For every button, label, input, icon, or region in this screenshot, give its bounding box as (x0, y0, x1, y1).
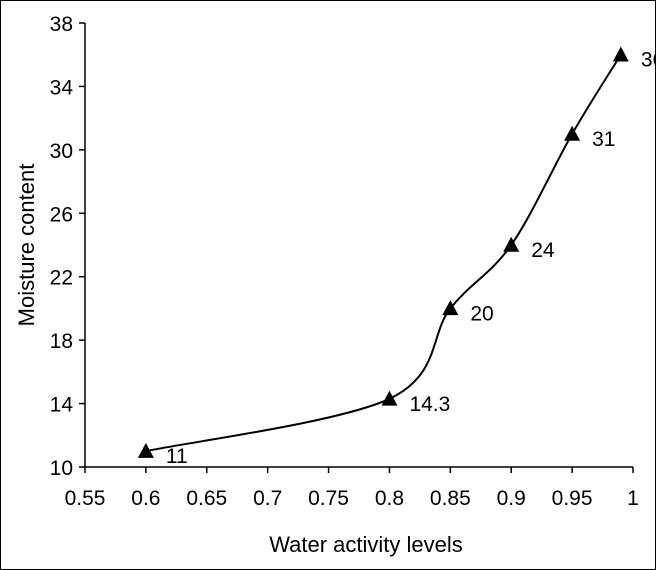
x-axis-title: Water activity levels (269, 532, 463, 557)
y-tick-label: 30 (50, 140, 73, 163)
data-label: 20 (470, 302, 493, 325)
axes (84, 23, 633, 468)
y-tick-label: 10 (50, 457, 73, 480)
data-point-marker (442, 300, 459, 316)
series-markers (137, 46, 629, 458)
y-tick-label: 22 (50, 267, 73, 290)
data-point-marker (612, 46, 629, 62)
x-tick-label: 0.7 (253, 487, 282, 510)
x-tick-label: 0.75 (308, 487, 349, 510)
y-tick-label: 34 (50, 76, 74, 99)
data-labels: 11 14.3 20 24 31 36 (166, 49, 655, 468)
y-tick-label: 18 (50, 330, 73, 353)
x-tick-label: 0.9 (497, 487, 526, 510)
x-ticks: 0.55 0.6 0.65 0.7 0.75 0.8 0.85 0.9 0.95 1 (65, 467, 639, 510)
data-label: 14.3 (409, 393, 450, 416)
x-tick-label: 0.6 (131, 487, 160, 510)
y-axis-title: Moisture content (14, 164, 39, 327)
y-tick-label: 26 (50, 203, 73, 226)
x-tick-label: 0.8 (375, 487, 404, 510)
x-tick-label: 0.65 (186, 487, 227, 510)
data-point-marker (503, 236, 520, 252)
data-label: 31 (592, 128, 615, 151)
data-point-marker (381, 390, 398, 406)
data-label: 11 (166, 445, 188, 468)
data-label: 24 (531, 239, 555, 262)
y-ticks: 10 14 18 22 26 30 34 38 (50, 13, 85, 480)
y-tick-label: 14 (50, 394, 74, 417)
data-point-marker (564, 125, 581, 141)
x-tick-label: 0.55 (65, 487, 106, 510)
x-tick-label: 1 (627, 487, 639, 510)
y-tick-label: 38 (50, 13, 73, 36)
x-tick-label: 0.95 (552, 487, 593, 510)
data-label: 36 (641, 49, 655, 72)
data-point-marker (137, 442, 154, 458)
x-tick-label: 0.85 (430, 487, 471, 510)
